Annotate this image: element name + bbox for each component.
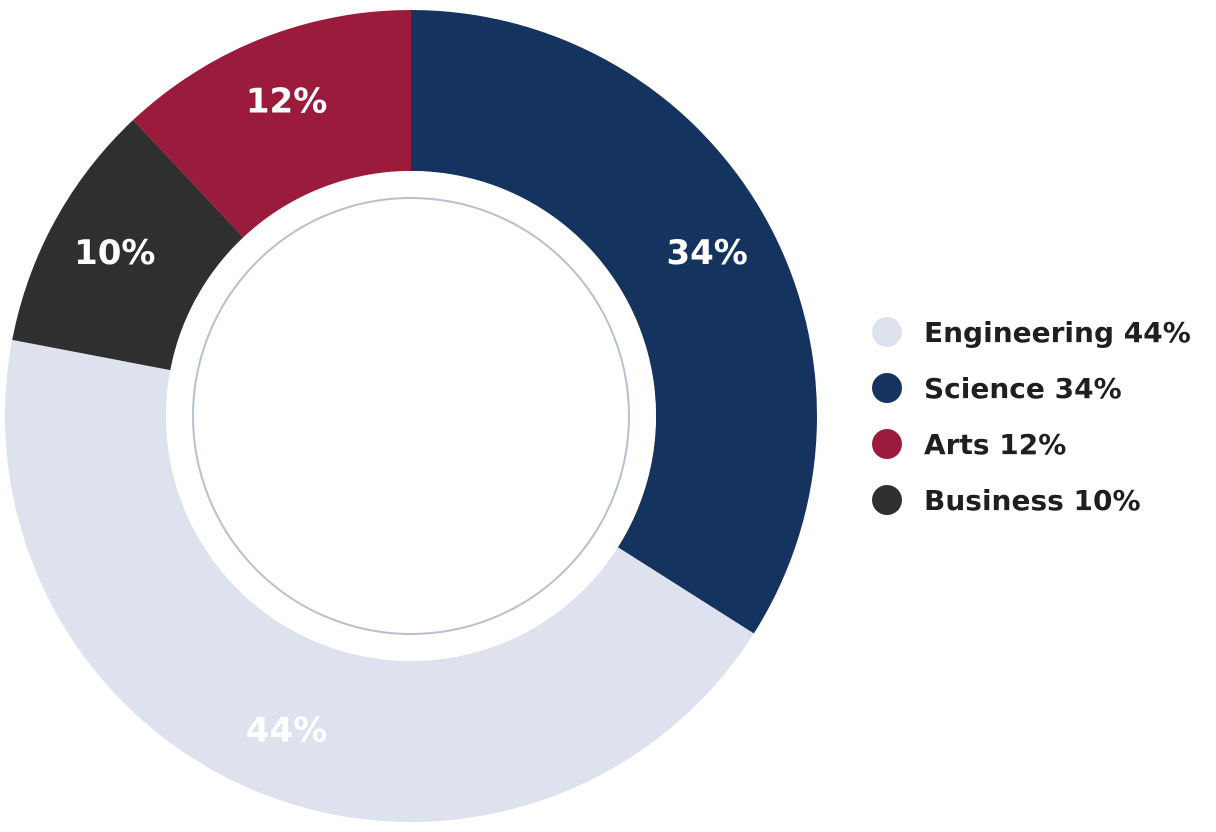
legend-swatch-business — [872, 485, 902, 515]
legend: Engineering 44% Science 34% Arts 12% Busine… — [872, 304, 1191, 528]
legend-item-arts: Arts 12% — [872, 416, 1191, 472]
donut-center — [166, 171, 656, 661]
legend-swatch-engineering — [872, 317, 902, 347]
slice-label-science: 34% — [666, 233, 747, 273]
legend-item-engineering: Engineering 44% — [872, 304, 1191, 360]
legend-swatch-arts — [872, 429, 902, 459]
slice-labels: 34% 44% 10% 12% — [74, 82, 748, 751]
legend-item-science: Science 34% — [872, 360, 1191, 416]
slice-label-engineering: 44% — [246, 710, 327, 750]
donut-inner-ring — [192, 197, 630, 635]
donut-slices — [4, 10, 817, 822]
slice-business — [12, 120, 244, 371]
legend-label-arts: Arts 12% — [924, 427, 1067, 461]
slice-label-arts: 12% — [246, 82, 327, 122]
legend-item-business: Business 10% — [872, 472, 1191, 528]
donut-hole — [166, 171, 656, 661]
legend-swatch-science — [872, 373, 902, 403]
legend-label-engineering: Engineering 44% — [924, 315, 1191, 349]
slice-science — [411, 10, 817, 634]
legend-label-business: Business 10% — [924, 483, 1141, 517]
legend-label-science: Science 34% — [924, 371, 1122, 405]
slice-label-business: 10% — [74, 233, 155, 273]
slice-engineering — [4, 339, 754, 822]
slice-arts — [133, 10, 412, 238]
